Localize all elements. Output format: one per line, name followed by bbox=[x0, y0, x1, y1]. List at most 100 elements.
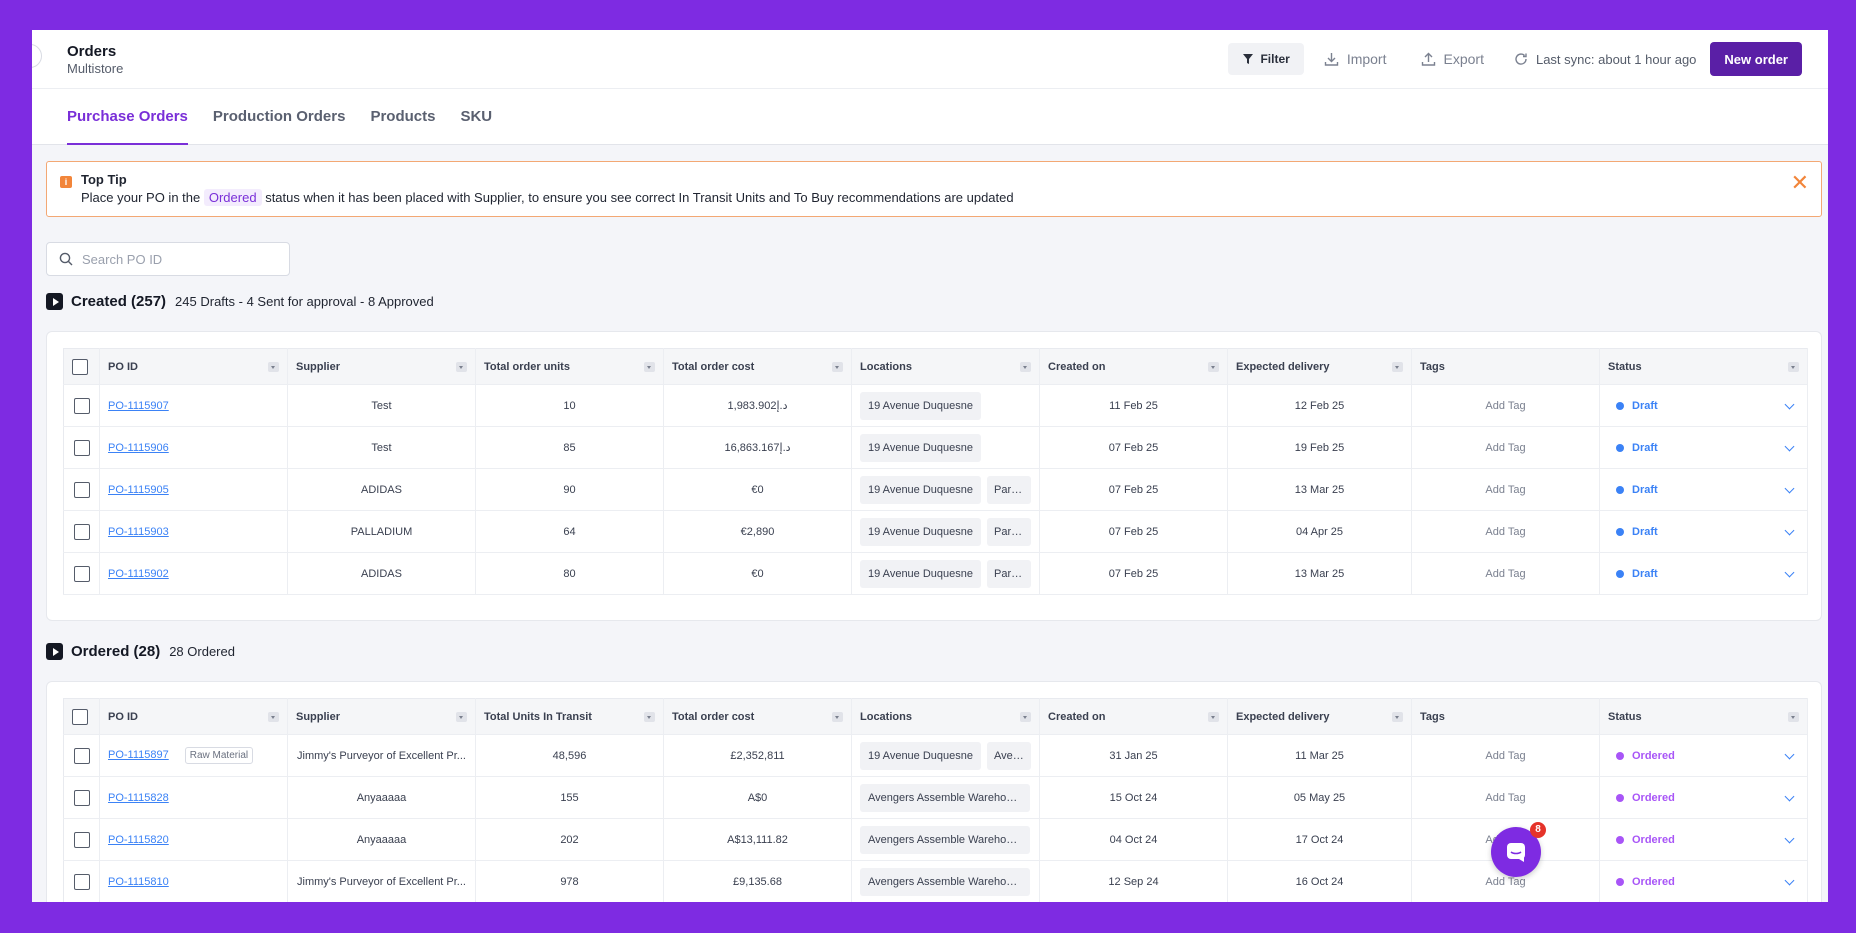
column-menu-icon[interactable] bbox=[456, 362, 467, 372]
location-chip[interactable]: 19 Avenue Duquesne bbox=[860, 517, 981, 546]
select-all-checkbox[interactable] bbox=[72, 358, 88, 375]
table-row[interactable]: PO-1115903 PALLADIUM 64 €2,890 19 Avenue Duq… bbox=[63, 510, 1808, 553]
column-header[interactable]: Tags bbox=[1411, 348, 1600, 385]
column-menu-icon[interactable] bbox=[832, 712, 843, 722]
table-row[interactable]: PO-1115820 Anyaaaaa 202 A$13,111.82 Avengers… bbox=[63, 818, 1808, 861]
chevron-down-icon[interactable] bbox=[1784, 833, 1795, 843]
column-header[interactable]: Expected delivery bbox=[1227, 698, 1412, 735]
column-header[interactable]: Total order cost bbox=[663, 698, 852, 735]
new-order-button[interactable]: New order bbox=[1710, 42, 1802, 76]
tab-sku[interactable]: SKU bbox=[460, 108, 493, 125]
location-chip[interactable]: Paris ... bbox=[987, 517, 1031, 546]
location-chip[interactable]: Paris ... bbox=[987, 475, 1031, 504]
po-id-link[interactable]: PO-1115903 bbox=[108, 525, 169, 538]
column-header[interactable]: Created on bbox=[1039, 348, 1228, 385]
column-menu-icon[interactable] bbox=[268, 712, 279, 722]
add-tag-button[interactable]: Add Tag bbox=[1485, 875, 1526, 888]
add-tag-button[interactable]: Add Tag bbox=[1485, 567, 1526, 580]
status-cell[interactable]: Draft bbox=[1599, 510, 1808, 553]
column-header[interactable]: Total order units bbox=[475, 348, 664, 385]
status-cell[interactable]: Draft bbox=[1599, 384, 1808, 427]
po-id-link[interactable]: PO-1115907 bbox=[108, 399, 169, 412]
column-menu-icon[interactable] bbox=[1392, 362, 1403, 372]
column-menu-icon[interactable] bbox=[456, 712, 467, 722]
status-select[interactable]: Draft bbox=[1606, 567, 1801, 580]
column-menu-icon[interactable] bbox=[1020, 712, 1031, 722]
tab-purchase-orders[interactable]: Purchase Orders bbox=[67, 89, 188, 145]
row-checkbox[interactable] bbox=[73, 439, 90, 456]
ordered-toggle-icon[interactable] bbox=[46, 643, 63, 660]
po-id-link[interactable]: PO-1115897 bbox=[108, 749, 169, 761]
status-cell[interactable]: Draft bbox=[1599, 468, 1808, 511]
chevron-down-icon[interactable] bbox=[1784, 441, 1795, 451]
add-tag-button[interactable]: Add Tag bbox=[1485, 791, 1526, 804]
column-menu-icon[interactable] bbox=[644, 362, 655, 372]
column-header[interactable]: Expected delivery bbox=[1227, 348, 1412, 385]
export-button[interactable]: Export bbox=[1407, 43, 1498, 75]
column-menu-icon[interactable] bbox=[1788, 712, 1799, 722]
table-row[interactable]: PO-1115810 Jimmy's Purveyor of Excellent … bbox=[63, 860, 1808, 902]
location-chip[interactable]: 19 Avenue Duquesne bbox=[860, 391, 981, 420]
back-button[interactable] bbox=[32, 44, 42, 68]
chat-launcher[interactable]: 8 bbox=[1491, 822, 1546, 877]
table-row[interactable]: PO-1115905 ADIDAS 90 €0 19 Avenue Duquesne Pa… bbox=[63, 468, 1808, 511]
po-id-link[interactable]: PO-1115905 bbox=[108, 483, 169, 496]
add-tag-button[interactable]: Add Tag bbox=[1485, 483, 1526, 496]
location-chip[interactable]: 19 Avenue Duquesne bbox=[860, 559, 981, 588]
row-checkbox[interactable] bbox=[73, 565, 90, 582]
search-input[interactable] bbox=[82, 251, 272, 267]
po-id-link[interactable]: PO-1115828 bbox=[108, 791, 169, 804]
chevron-down-icon[interactable] bbox=[1784, 399, 1795, 409]
chevron-down-icon[interactable] bbox=[1784, 749, 1795, 759]
column-header[interactable]: Status bbox=[1599, 698, 1808, 735]
status-select[interactable]: Ordered bbox=[1606, 875, 1801, 888]
column-menu-icon[interactable] bbox=[1392, 712, 1403, 722]
column-menu-icon[interactable] bbox=[1788, 362, 1799, 372]
chevron-down-icon[interactable] bbox=[1784, 875, 1795, 885]
location-chip[interactable]: Aven... bbox=[987, 741, 1031, 770]
status-cell[interactable]: Ordered bbox=[1599, 734, 1808, 777]
table-row[interactable]: PO-1115906 Test 85 16,863.167د.إ 19 Avenue D… bbox=[63, 426, 1808, 469]
column-header[interactable]: Total order cost bbox=[663, 348, 852, 385]
close-icon[interactable]: ✕ bbox=[1790, 170, 1809, 195]
column-header[interactable]: Locations bbox=[851, 348, 1040, 385]
status-select[interactable]: Draft bbox=[1606, 399, 1801, 412]
status-select[interactable]: Ordered bbox=[1606, 833, 1801, 846]
sync-status[interactable]: Last sync: about 1 hour ago bbox=[1504, 52, 1704, 67]
status-cell[interactable]: Ordered bbox=[1599, 776, 1808, 819]
column-header[interactable]: Tags bbox=[1411, 698, 1600, 735]
chevron-down-icon[interactable] bbox=[1784, 791, 1795, 801]
column-menu-icon[interactable] bbox=[1020, 362, 1031, 372]
location-chip[interactable]: 19 Avenue Duquesne bbox=[860, 475, 981, 504]
add-tag-button[interactable]: Add Tag bbox=[1485, 525, 1526, 538]
table-row[interactable]: PO-1115897 Raw Material Jimmy's Purveyor o… bbox=[63, 734, 1808, 777]
row-checkbox[interactable] bbox=[73, 789, 90, 806]
filter-button[interactable]: Filter bbox=[1228, 43, 1304, 75]
add-tag-button[interactable]: Add Tag bbox=[1485, 441, 1526, 454]
chevron-down-icon[interactable] bbox=[1784, 525, 1795, 535]
table-row[interactable]: PO-1115902 ADIDAS 80 €0 19 Avenue Duquesne Pa… bbox=[63, 552, 1808, 595]
column-menu-icon[interactable] bbox=[832, 362, 843, 372]
location-chip[interactable]: Avengers Assemble Warehouse... bbox=[860, 783, 1030, 812]
status-select[interactable]: Draft bbox=[1606, 525, 1801, 538]
location-chip[interactable]: Paris ... bbox=[987, 559, 1031, 588]
po-id-link[interactable]: PO-1115810 bbox=[108, 875, 169, 888]
status-select[interactable]: Draft bbox=[1606, 483, 1801, 496]
row-checkbox[interactable] bbox=[73, 747, 90, 764]
column-menu-icon[interactable] bbox=[1208, 712, 1219, 722]
location-chip[interactable]: 19 Avenue Duquesne bbox=[860, 741, 981, 770]
column-menu-icon[interactable] bbox=[644, 712, 655, 722]
status-cell[interactable]: Draft bbox=[1599, 552, 1808, 595]
row-checkbox[interactable] bbox=[73, 397, 90, 414]
chevron-down-icon[interactable] bbox=[1784, 567, 1795, 577]
add-tag-button[interactable]: Add Tag bbox=[1485, 399, 1526, 412]
table-row[interactable]: PO-1115907 Test 10 1,983.902د.إ 19 Avenue Du… bbox=[63, 384, 1808, 427]
created-toggle-icon[interactable] bbox=[46, 293, 63, 310]
tab-production-orders[interactable]: Production Orders bbox=[212, 108, 346, 125]
location-chip[interactable]: Avengers Assemble Warehouse... bbox=[860, 867, 1030, 896]
add-tag-button[interactable]: Add Tag bbox=[1485, 749, 1526, 762]
column-header[interactable]: PO ID bbox=[99, 348, 288, 385]
po-id-link[interactable]: PO-1115820 bbox=[108, 833, 169, 846]
status-select[interactable]: Draft bbox=[1606, 441, 1801, 454]
row-checkbox[interactable] bbox=[73, 831, 90, 848]
